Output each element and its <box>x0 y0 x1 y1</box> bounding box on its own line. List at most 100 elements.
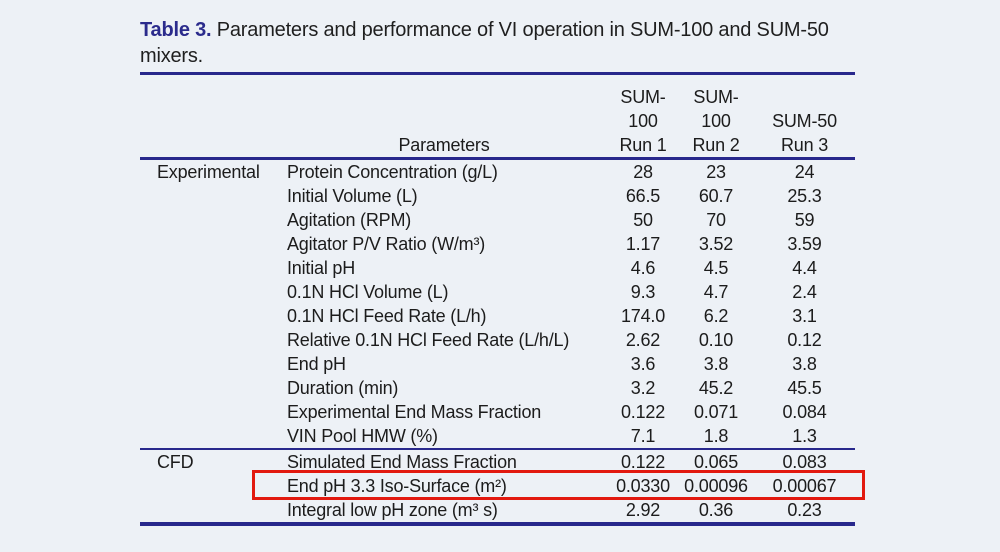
table-caption-line2: mixers. <box>140 45 204 67</box>
parameter-name: Protein Concentration (g/L) <box>287 161 498 182</box>
header-run3-line2: SUM-50 <box>772 111 837 131</box>
parameter-name: Integral low pH zone (m³ s) <box>287 499 498 520</box>
header-run2-line1: SUM- <box>693 87 739 107</box>
run1-value: 4.6 <box>630 257 656 278</box>
run1-value: 66.5 <box>625 185 661 206</box>
run1-value: 7.1 <box>630 425 656 446</box>
section-label <box>140 498 280 522</box>
run1-value: 3.6 <box>630 353 656 374</box>
section-label <box>140 184 280 208</box>
section-label <box>140 208 280 232</box>
run3-value: 3.59 <box>787 233 822 254</box>
header-col-run1: SUM- 100 Run 1 <box>608 75 678 157</box>
run3-value: 0.23 <box>787 499 822 520</box>
run3-value: 25.3 <box>787 185 822 206</box>
section-label <box>140 232 280 256</box>
run3-value: 24 <box>794 161 815 182</box>
parameter-name: Duration (min) <box>287 377 399 398</box>
run3-value: 45.5 <box>787 377 822 398</box>
parameter-name: VIN Pool HMW (%) <box>287 425 438 446</box>
run1-value: 50 <box>633 209 653 230</box>
table-caption: Table 3. Parameters and performance of V… <box>140 17 865 69</box>
run3-value: 4.4 <box>792 257 817 278</box>
run3-value: 0.084 <box>782 401 827 422</box>
data-table: Parameters SUM- 100 Run 1 SUM- 100 Run 2… <box>140 72 855 526</box>
run2-value: 4.7 <box>703 281 729 302</box>
table-row: Relative 0.1N HCl Feed Rate (L/h/L) 2.62… <box>140 328 855 352</box>
run3-value: 1.3 <box>792 425 817 446</box>
run3-value: 59 <box>794 209 815 230</box>
table-row: VIN Pool HMW (%) 7.1 1.8 1.3 <box>140 424 855 448</box>
header-run3-line3: Run 3 <box>780 135 829 155</box>
table-rule-top <box>140 72 855 75</box>
run2-value: 1.8 <box>703 425 729 446</box>
parameter-name: Agitation (RPM) <box>287 209 412 230</box>
run3-value: 0.12 <box>787 329 822 350</box>
table-caption-text: Parameters and performance of VI operati… <box>211 19 829 41</box>
parameter-name: End pH 3.3 Iso-Surface (m²) <box>287 475 507 496</box>
section-label <box>140 352 280 376</box>
run1-value: 3.2 <box>630 377 656 398</box>
table-row: 0.1N HCl Feed Rate (L/h) 174.0 6.2 3.1 <box>140 304 855 328</box>
run2-value: 70 <box>706 209 726 230</box>
run1-value: 2.62 <box>625 329 661 350</box>
table-header-row: Parameters SUM- 100 Run 1 SUM- 100 Run 2… <box>140 75 855 157</box>
header-col-run3: SUM-50 Run 3 <box>754 75 855 157</box>
parameter-name: End pH <box>287 353 346 374</box>
run1-value: 1.17 <box>625 233 661 254</box>
table-caption-label: Table 3. <box>140 19 212 41</box>
table-row: Experimental End Mass Fraction 0.122 0.0… <box>140 400 855 424</box>
section-label <box>140 304 280 328</box>
parameter-name: Simulated End Mass Fraction <box>287 451 517 472</box>
section-label <box>140 474 280 498</box>
run3-value: 3.1 <box>792 305 817 326</box>
section-label: Experimental <box>157 161 260 182</box>
parameter-name: 0.1N HCl Feed Rate (L/h) <box>287 305 487 326</box>
run3-value: 0.00067 <box>772 475 837 496</box>
run2-value: 0.36 <box>698 499 734 520</box>
table-row: End pH 3.6 3.8 3.8 <box>140 352 855 376</box>
table-row-highlighted: End pH 3.3 Iso-Surface (m²) 0.0330 0.000… <box>140 474 855 498</box>
run2-value: 0.00096 <box>684 475 748 496</box>
table-rule-bottom <box>140 522 855 526</box>
table-row: Duration (min) 3.2 45.2 45.5 <box>140 376 855 400</box>
run2-value: 3.52 <box>698 233 734 254</box>
header-run1-line2: 100 <box>628 111 658 131</box>
header-col-run2: SUM- 100 Run 2 <box>678 75 754 157</box>
run2-value: 0.065 <box>693 451 739 472</box>
run1-value: 28 <box>633 161 653 182</box>
parameter-name: Agitator P/V Ratio (W/m³) <box>287 233 486 254</box>
section-label: CFD <box>157 451 194 472</box>
parameter-name: Initial pH <box>287 257 356 278</box>
run2-value: 3.8 <box>703 353 729 374</box>
table-row: Agitator P/V Ratio (W/m³) 1.17 3.52 3.59 <box>140 232 855 256</box>
table-row: Initial Volume (L) 66.5 60.7 25.3 <box>140 184 855 208</box>
run2-value: 4.5 <box>703 257 729 278</box>
run2-value: 0.071 <box>693 401 739 422</box>
section-label <box>140 256 280 280</box>
run1-value: 0.122 <box>620 451 666 472</box>
table-row: CFD Simulated End Mass Fraction 0.122 0.… <box>140 450 855 474</box>
header-run1-line1: SUM- <box>620 87 666 107</box>
run1-value: 9.3 <box>630 281 656 302</box>
section-label <box>140 424 280 448</box>
run2-value: 23 <box>706 161 726 182</box>
table-row: Experimental Protein Concentration (g/L)… <box>140 160 855 184</box>
table-row: Integral low pH zone (m³ s) 2.92 0.36 0.… <box>140 498 855 522</box>
run1-value: 174.0 <box>620 305 666 326</box>
parameter-name: Initial Volume (L) <box>287 185 418 206</box>
table-rule-header <box>140 157 855 160</box>
table-row: Agitation (RPM) 50 70 59 <box>140 208 855 232</box>
run1-value: 2.92 <box>625 499 661 520</box>
run1-value: 0.122 <box>620 401 666 422</box>
table-row: Initial pH 4.6 4.5 4.4 <box>140 256 855 280</box>
table-rule-section-divider <box>140 448 855 450</box>
section-label <box>140 328 280 352</box>
section-label <box>140 376 280 400</box>
header-run2-line2: 100 <box>701 111 731 131</box>
section-label <box>140 280 280 304</box>
run2-value: 6.2 <box>703 305 729 326</box>
parameter-name: Relative 0.1N HCl Feed Rate (L/h/L) <box>287 329 570 350</box>
section-label <box>140 400 280 424</box>
header-parameters: Parameters <box>280 75 608 157</box>
